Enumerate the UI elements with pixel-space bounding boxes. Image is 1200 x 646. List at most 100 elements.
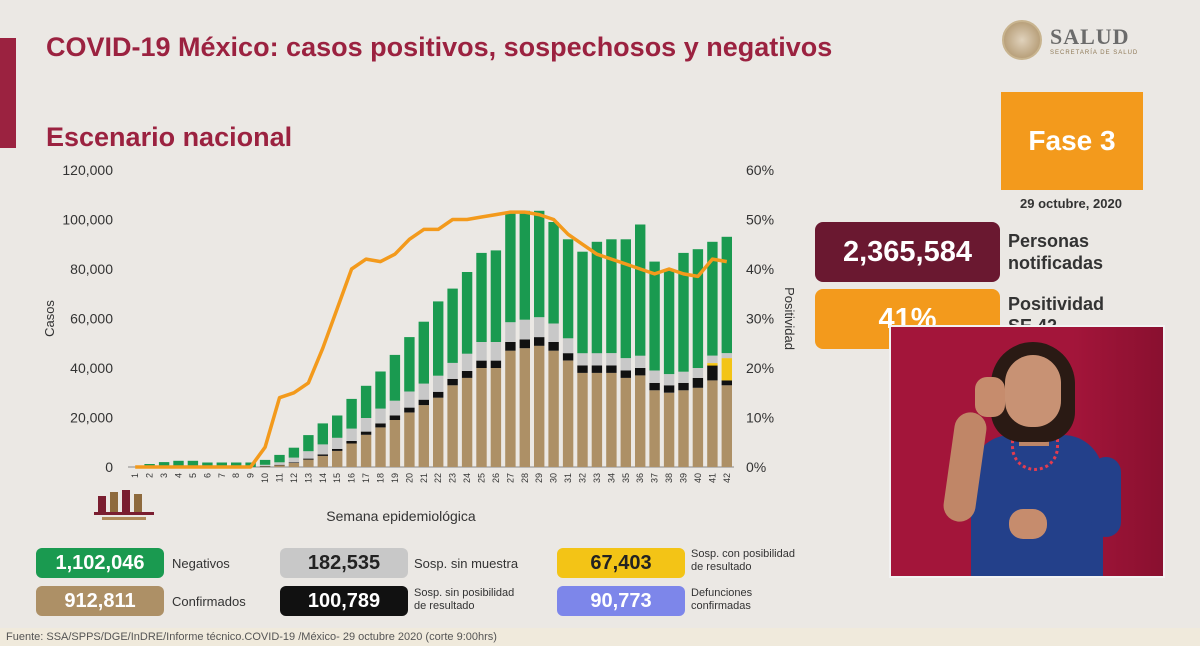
bar-segment — [389, 420, 401, 467]
bar-segment — [476, 360, 487, 368]
bar-segment — [649, 261, 660, 371]
bar-segment — [375, 427, 386, 467]
x-tick-label: 6 — [202, 473, 212, 478]
bar-segment — [332, 415, 343, 438]
bar-segment — [606, 372, 617, 467]
bar-segment — [519, 348, 530, 467]
bar-segment — [577, 365, 588, 373]
bar-segment — [360, 418, 372, 432]
bar-segment — [519, 319, 530, 340]
bar-segment — [548, 350, 559, 467]
bar-segment — [447, 288, 458, 363]
x-tick-label: 15 — [332, 473, 342, 483]
y2-axis-label: Positividad — [782, 287, 797, 350]
bar-segment — [461, 377, 473, 467]
bar-segment — [635, 375, 646, 467]
bar-segment — [288, 463, 300, 467]
bar-segment — [476, 252, 487, 342]
x-tick-label: 18 — [376, 473, 386, 483]
bar-segment — [433, 397, 444, 467]
bar-segment — [476, 368, 487, 467]
bar-segment — [663, 270, 675, 375]
notified-count: 2,365,584 — [815, 222, 1000, 282]
bar-segment — [562, 353, 574, 361]
legend-sosp-con-posibilidad-line1: Sosp. con posibilidad — [691, 548, 795, 560]
interpreter-hand-lower — [1009, 509, 1047, 539]
bar-segment — [418, 405, 429, 467]
bar-segment — [389, 415, 401, 420]
bar-segment — [303, 435, 314, 452]
bar-segment — [216, 462, 227, 467]
bar-segment — [721, 236, 732, 354]
bar-segment — [303, 458, 314, 460]
bar-segment — [490, 250, 502, 342]
bar-segment — [259, 459, 271, 465]
x-tick-label: 37 — [650, 473, 660, 483]
x-tick-label: 10 — [260, 473, 270, 483]
bar-segment — [360, 434, 372, 467]
bar-segment — [606, 365, 617, 373]
legend-sosp-con-posibilidad-line2: de resultado — [691, 561, 752, 573]
bar-segment — [303, 459, 314, 467]
y2-tick-label: 10% — [746, 410, 774, 426]
bar-segment — [692, 387, 704, 467]
interpreter-face — [1005, 355, 1061, 427]
bar-segment — [418, 321, 429, 384]
bar-segment — [678, 382, 689, 391]
x-tick-label: 2 — [145, 473, 155, 478]
bar-segment — [461, 371, 473, 378]
bar-segment — [707, 355, 718, 363]
bar-segment — [620, 239, 631, 359]
bar-segment — [692, 249, 704, 368]
y-tick-label: 60,000 — [70, 311, 113, 327]
legend-sosp-sin-posibilidad-line2: de resultado — [414, 600, 475, 612]
y-tick-label: 120,000 — [62, 162, 113, 178]
x-tick-label: 16 — [347, 473, 357, 483]
x-tick-label: 38 — [664, 473, 674, 483]
y2-tick-label: 60% — [746, 162, 774, 178]
bar-segment — [332, 448, 343, 451]
x-tick-label: 13 — [303, 473, 313, 483]
bar-segment — [649, 390, 660, 467]
bar-segment — [187, 460, 199, 467]
x-tick-label: 39 — [679, 473, 689, 483]
bar-segment — [274, 464, 285, 466]
bar-segment — [635, 368, 646, 376]
bar-segment — [678, 390, 689, 467]
bar-segment — [649, 382, 660, 391]
x-tick-label: 26 — [491, 473, 501, 483]
bar-segment — [591, 365, 603, 373]
bar-segment — [577, 353, 588, 366]
x-tick-label: 21 — [419, 473, 429, 483]
bar-segment — [259, 466, 271, 467]
legend-negativos-label: Negativos — [172, 556, 230, 571]
x-tick-label: 34 — [606, 473, 616, 483]
x-tick-label: 40 — [693, 473, 703, 483]
logo-title: SALUD — [1050, 24, 1130, 49]
legend-confirmados-label: Confirmados — [172, 594, 246, 609]
legend-sosp-sin-posibilidad-value: 100,789 — [280, 586, 408, 616]
bar-segment — [332, 450, 343, 467]
bar-segment — [620, 377, 631, 467]
x-tick-label: 4 — [174, 473, 184, 478]
bar-segment — [591, 353, 603, 366]
x-tick-label: 7 — [217, 473, 227, 478]
y2-tick-label: 0% — [746, 459, 766, 475]
bar-segment — [274, 465, 285, 467]
report-date: 29 octubre, 2020 — [1020, 196, 1122, 211]
x-tick-label: 25 — [477, 473, 487, 483]
bar-segment — [505, 213, 516, 323]
bar-segment — [288, 462, 300, 463]
bar-segment — [461, 272, 473, 354]
bar-segment — [577, 372, 588, 467]
bar-segment — [447, 385, 458, 467]
bar-segment — [404, 391, 415, 408]
y-tick-label: 0 — [105, 459, 113, 475]
bar-segment — [288, 457, 300, 463]
bar-segment — [678, 252, 689, 372]
blouse-embroidery — [1011, 437, 1059, 471]
legend-sosp-sin-muestra-label: Sosp. sin muestra — [414, 556, 519, 571]
bar-segment — [433, 375, 444, 392]
legend-sosp-con-posibilidad-label: Sosp. con posibilidad de resultado — [691, 548, 795, 574]
